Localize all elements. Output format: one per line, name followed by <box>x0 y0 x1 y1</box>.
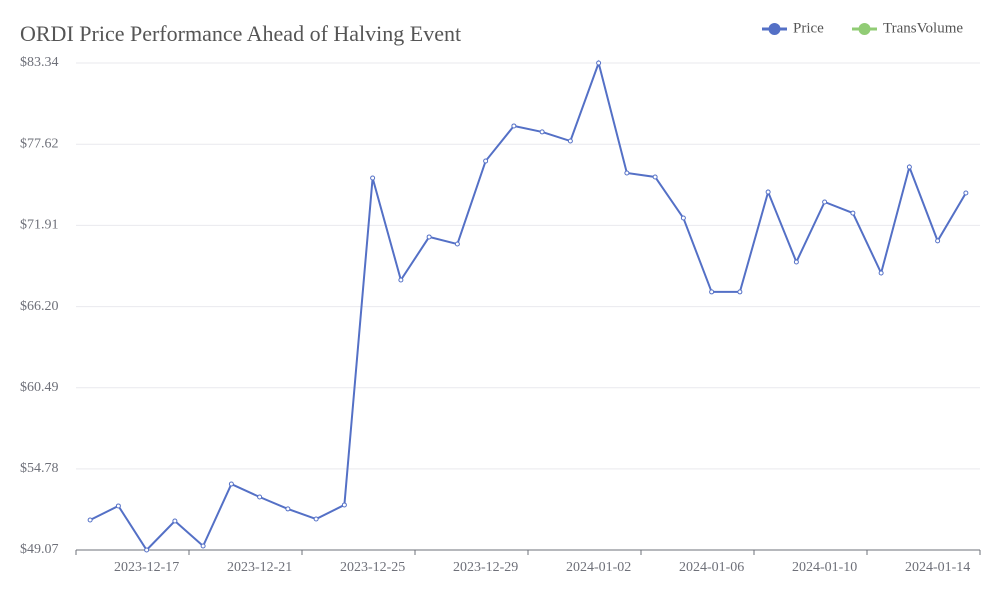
chart-title: ORDI Price Performance Ahead of Halving … <box>20 21 461 46</box>
y-tick-label: $66.20 <box>20 299 59 314</box>
point <box>370 175 376 181</box>
point <box>878 270 884 276</box>
y-tick-label: $71.91 <box>20 218 59 233</box>
legend-marker <box>768 23 781 35</box>
x-tick-label: 2024-01-10 <box>792 560 857 575</box>
point <box>426 234 432 240</box>
y-tick-label: $60.49 <box>20 380 59 395</box>
point <box>144 547 150 553</box>
point <box>906 164 912 170</box>
point <box>680 215 686 221</box>
y-tick-label: $77.62 <box>20 137 59 152</box>
x-tick-label: 2023-12-17 <box>114 560 179 575</box>
x-tick-label: 2023-12-29 <box>453 560 518 575</box>
point <box>963 190 969 196</box>
point <box>539 129 545 135</box>
y-tick-label: $83.34 <box>20 55 59 70</box>
point <box>483 158 489 164</box>
point <box>228 481 234 487</box>
x-tick-label: 2024-01-06 <box>679 560 744 575</box>
point <box>454 241 460 247</box>
point <box>793 259 799 265</box>
point <box>115 503 121 509</box>
point <box>596 60 602 66</box>
point <box>257 494 263 500</box>
legend-label: TransVolume <box>883 20 963 36</box>
price-line <box>89 59 967 552</box>
legend-label: Price <box>793 20 824 36</box>
point <box>172 518 178 524</box>
point <box>850 210 856 216</box>
point <box>567 138 573 144</box>
legend-marker <box>858 23 871 35</box>
y-tick-label: $54.78 <box>20 461 59 476</box>
point <box>200 543 206 549</box>
y-tick-label: $49.07 <box>20 542 59 557</box>
point <box>935 238 941 244</box>
point <box>285 506 291 512</box>
point <box>709 289 715 295</box>
point <box>398 277 404 283</box>
point <box>737 289 743 295</box>
point <box>511 123 517 129</box>
point <box>822 199 828 205</box>
point <box>341 502 347 508</box>
x-tick-label: 2023-12-25 <box>340 560 405 575</box>
point <box>624 170 630 176</box>
x-tick-label: 2024-01-14 <box>905 560 970 575</box>
point <box>652 174 658 180</box>
x-tick-label: 2024-01-02 <box>566 560 631 575</box>
point <box>765 189 771 195</box>
point <box>87 517 93 523</box>
x-tick-label: 2023-12-21 <box>227 560 292 575</box>
point <box>313 516 319 522</box>
